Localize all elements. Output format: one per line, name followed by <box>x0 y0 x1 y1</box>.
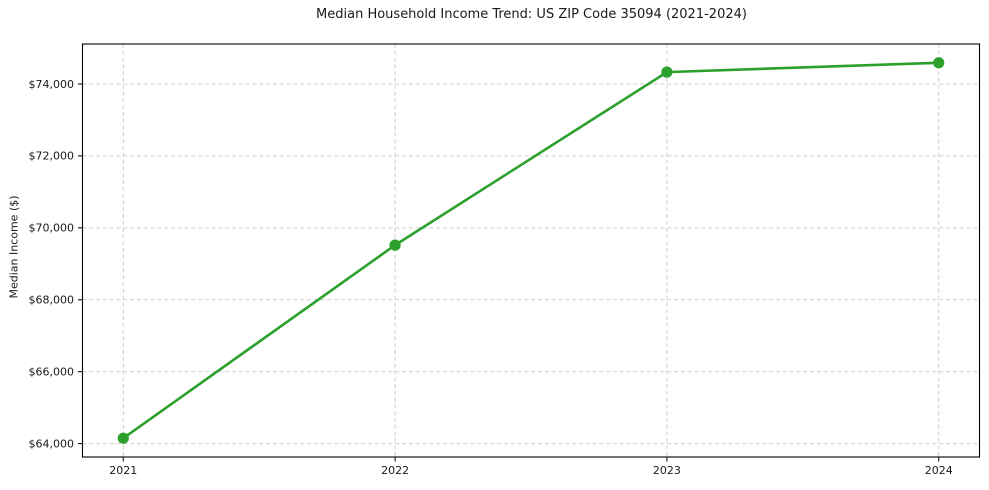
tick-marks <box>78 83 940 462</box>
data-point-2022 <box>389 239 401 251</box>
x-tick-label: 2023 <box>653 464 681 477</box>
data-point-2023 <box>661 66 673 78</box>
data-point-2024 <box>933 57 945 69</box>
y-tick-label: $70,000 <box>29 222 75 235</box>
y-tick-label: $72,000 <box>29 150 75 163</box>
x-tick-label: 2024 <box>925 464 953 477</box>
x-tick-label: 2022 <box>381 464 409 477</box>
x-tick-label: 2021 <box>109 464 137 477</box>
y-axis-label: Median Income ($) <box>7 195 21 299</box>
data-point-2021 <box>117 432 129 444</box>
chart-title: Median Household Income Trend: US ZIP Co… <box>316 7 747 22</box>
y-tick-label: $66,000 <box>29 365 75 378</box>
tick-labels: $64,000 $66,000 $68,000 $70,000 $72,000 $74,0… <box>29 78 953 477</box>
plot-frame <box>81 43 981 458</box>
y-tick-label: $64,000 <box>29 437 75 450</box>
gridlines <box>82 44 980 457</box>
y-tick-label: $74,000 <box>29 78 75 91</box>
y-tick-label: $68,000 <box>29 294 75 307</box>
income-trend-line <box>121 61 941 440</box>
